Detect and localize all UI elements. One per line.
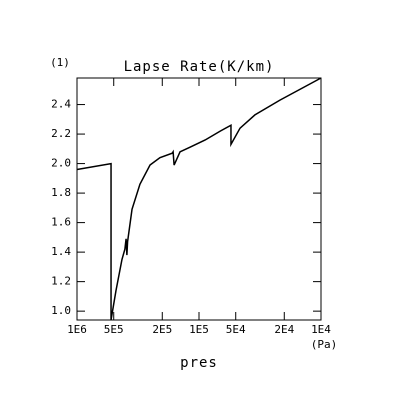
- y-tick-label: 1.0: [51, 304, 71, 317]
- x-tick-label: 1E4: [311, 323, 331, 336]
- panel-label: (1): [50, 56, 70, 69]
- y-tick-label: 1.8: [51, 186, 71, 199]
- x-axis-title: pres: [180, 355, 218, 371]
- y-tick-label: 2.0: [51, 157, 71, 170]
- y-tick-label: 1.2: [51, 275, 71, 288]
- chart-title: Lapse Rate(K/km): [124, 59, 275, 75]
- y-tick-label: 2.2: [51, 127, 71, 140]
- x-tick-label: 2E5: [152, 323, 172, 336]
- x-tick-label: 5E5: [104, 323, 124, 336]
- y-tick-label: 1.6: [51, 216, 71, 229]
- x-tick-label: 5E4: [226, 323, 246, 336]
- x-tick-label: 1E5: [189, 323, 209, 336]
- x-unit: (Pa): [311, 338, 338, 351]
- data-line: [76, 77, 322, 321]
- y-tick-label: 2.4: [51, 98, 71, 111]
- y-tick-label: 1.4: [51, 245, 71, 258]
- x-tick-label: 1E6: [67, 323, 87, 336]
- x-tick-label: 2E4: [274, 323, 294, 336]
- plot-frame: [76, 77, 322, 321]
